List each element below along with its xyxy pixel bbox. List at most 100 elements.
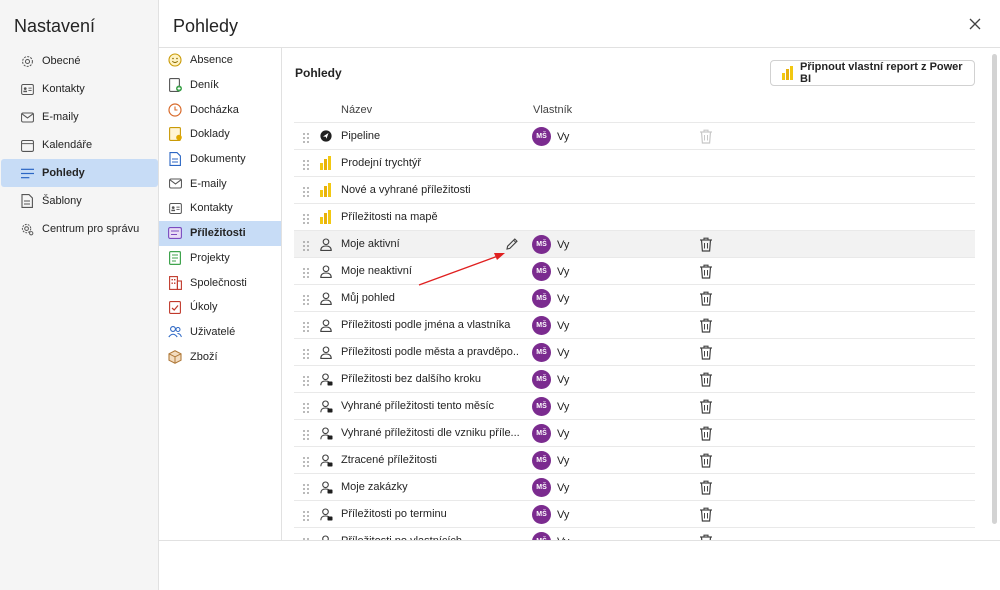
entity-nav-item[interactable]: Úkoly [159,295,281,320]
entity-nav-item[interactable]: Doklady [159,122,281,147]
table-row[interactable]: Můj pohled MŠ Vy [294,284,975,311]
table-row[interactable]: Nové a vyhrané příležitosti [294,176,975,203]
drag-handle-icon[interactable] [303,321,309,332]
delete-trash-icon[interactable] [699,399,713,414]
owner-cell: MŠ Vy [532,370,569,389]
delete-trash-icon[interactable] [699,507,713,522]
powerbi-icon [782,66,794,80]
entity-nav-item[interactable]: Dokumenty [159,147,281,172]
entity-nav-item[interactable]: Uživatelé [159,320,281,345]
drag-handle-icon[interactable] [303,132,309,143]
entity-nav: Absence Deník Docházka Doklady Dokumenty E-ma… [159,48,282,540]
column-header-owner[interactable]: Vlastník [533,104,573,116]
drag-handle-icon[interactable] [303,294,309,305]
entity-nav-label: Deník [190,79,219,92]
entity-nav-item[interactable]: Příležitosti [159,220,281,246]
view-name[interactable]: Ztracené příležitosti [341,454,437,466]
powerbi-icon [319,156,333,170]
table-row[interactable]: Příležitosti podle města a pravděpo... MŠ… [294,338,975,365]
delete-trash-icon[interactable] [699,453,713,468]
entity-nav-item[interactable]: Kontakty [159,196,281,221]
entity-nav-item[interactable]: E-maily [159,171,281,196]
drag-handle-icon[interactable] [303,537,309,540]
drag-handle-icon[interactable] [303,456,309,467]
entity-nav-item[interactable]: Zboží [159,344,281,369]
scrollbar-thumb[interactable] [992,54,997,524]
delete-trash-icon[interactable] [699,480,713,495]
settings-nav-item[interactable]: E-maily [1,103,158,131]
column-header-name[interactable]: Název [341,104,373,116]
settings-nav-item[interactable]: Kalendáře [1,131,158,159]
view-name[interactable]: Moje zakázky [341,481,408,493]
view-name[interactable]: Pipeline [341,130,381,142]
drag-handle-icon[interactable] [303,186,309,197]
entity-nav-item[interactable]: Deník [159,73,281,98]
edit-pencil-icon[interactable] [505,237,519,251]
settings-nav-item[interactable]: Centrum pro správu [1,215,158,243]
settings-nav-item[interactable]: Pohledy [1,159,158,187]
view-name[interactable]: Příležitosti po terminu [341,508,447,520]
entity-nav-item[interactable]: Docházka [159,97,281,122]
drag-handle-icon[interactable] [303,159,309,170]
delete-trash-icon[interactable] [699,345,713,360]
pin-powerbi-report-button[interactable]: Připnout vlastní report z Power BI [770,60,975,86]
table-row[interactable]: Příležitosti po vlastnících MŠ Vy [294,527,975,540]
drag-handle-icon[interactable] [303,510,309,521]
avatar: MŠ [532,505,551,524]
entity-nav-label: Příležitosti [190,227,246,240]
view-name[interactable]: Moje aktivní [341,238,400,250]
drag-handle-icon[interactable] [303,483,309,494]
table-row[interactable]: Moje neaktivní MŠ Vy [294,257,975,284]
settings-nav-item[interactable]: Kontakty [1,75,158,103]
table-row[interactable]: Vyhrané příležitosti dle vzniku příle...… [294,419,975,446]
view-name[interactable]: Příležitosti bez dalšího kroku [341,373,482,385]
entity-nav-item[interactable]: Projekty [159,246,281,271]
drag-handle-icon[interactable] [303,429,309,440]
settings-nav-label: Šablony [42,195,82,207]
table-row[interactable]: Prodejní trychtýř [294,149,975,176]
delete-trash-icon[interactable] [699,264,713,279]
view-name[interactable]: Příležitosti podle města a pravděpo... [341,346,519,358]
owner-cell: MŠ Vy [532,343,569,362]
drag-handle-icon[interactable] [303,348,309,359]
list-icon [20,166,34,180]
view-name[interactable]: Prodejní trychtýř [341,157,422,169]
view-name[interactable]: Příležitosti podle jména a vlastníka [341,319,511,331]
table-row[interactable]: Příležitosti po terminu MŠ Vy [294,500,975,527]
close-icon[interactable] [968,17,982,31]
view-name[interactable]: Moje neaktivní [341,265,412,277]
view-name[interactable]: Můj pohled [341,292,395,304]
view-name[interactable]: Příležitosti na mapě [341,211,438,223]
table-row[interactable]: Příležitosti bez dalšího kroku MŠ Vy [294,365,975,392]
view-name[interactable]: Vyhrané příležitosti tento měsíc [341,400,495,412]
drag-handle-icon[interactable] [303,240,309,251]
scrollbar[interactable] [990,48,998,540]
delete-trash-icon[interactable] [699,426,713,441]
entity-nav-item[interactable]: Absence [159,48,281,73]
settings-nav-item[interactable]: Obecné [1,47,158,75]
table-row[interactable]: Moje zakázky MŠ Vy [294,473,975,500]
drag-handle-icon[interactable] [303,213,309,224]
table-row[interactable]: Ztracené příležitosti MŠ Vy [294,446,975,473]
table-row[interactable]: Příležitosti podle jména a vlastníka MŠ Vy [294,311,975,338]
avatar: MŠ [532,397,551,416]
delete-trash-icon[interactable] [699,534,713,540]
table-row[interactable]: Vyhrané příležitosti tento měsíc MŠ Vy [294,392,975,419]
owner-cell: MŠ Vy [532,397,569,416]
delete-trash-icon[interactable] [699,318,713,333]
drag-handle-icon[interactable] [303,402,309,413]
entity-nav-label: Dokumenty [190,153,246,166]
table-row[interactable]: Pipeline MŠ Vy [294,122,975,149]
drag-handle-icon[interactable] [303,267,309,278]
table-row[interactable]: Příležitosti na mapě [294,203,975,230]
delete-trash-icon[interactable] [699,237,713,252]
table-row[interactable]: Moje aktivní MŠ Vy [294,230,975,257]
settings-nav-item[interactable]: Šablony [1,187,158,215]
drag-handle-icon[interactable] [303,375,309,386]
delete-trash-icon[interactable] [699,291,713,306]
entity-nav-item[interactable]: Společnosti [159,270,281,295]
view-name[interactable]: Vyhrané příležitosti dle vzniku příle... [341,427,519,439]
view-name[interactable]: Příležitosti po vlastnících [341,535,519,540]
view-name[interactable]: Nové a vyhrané příležitosti [341,184,471,196]
delete-trash-icon[interactable] [699,372,713,387]
